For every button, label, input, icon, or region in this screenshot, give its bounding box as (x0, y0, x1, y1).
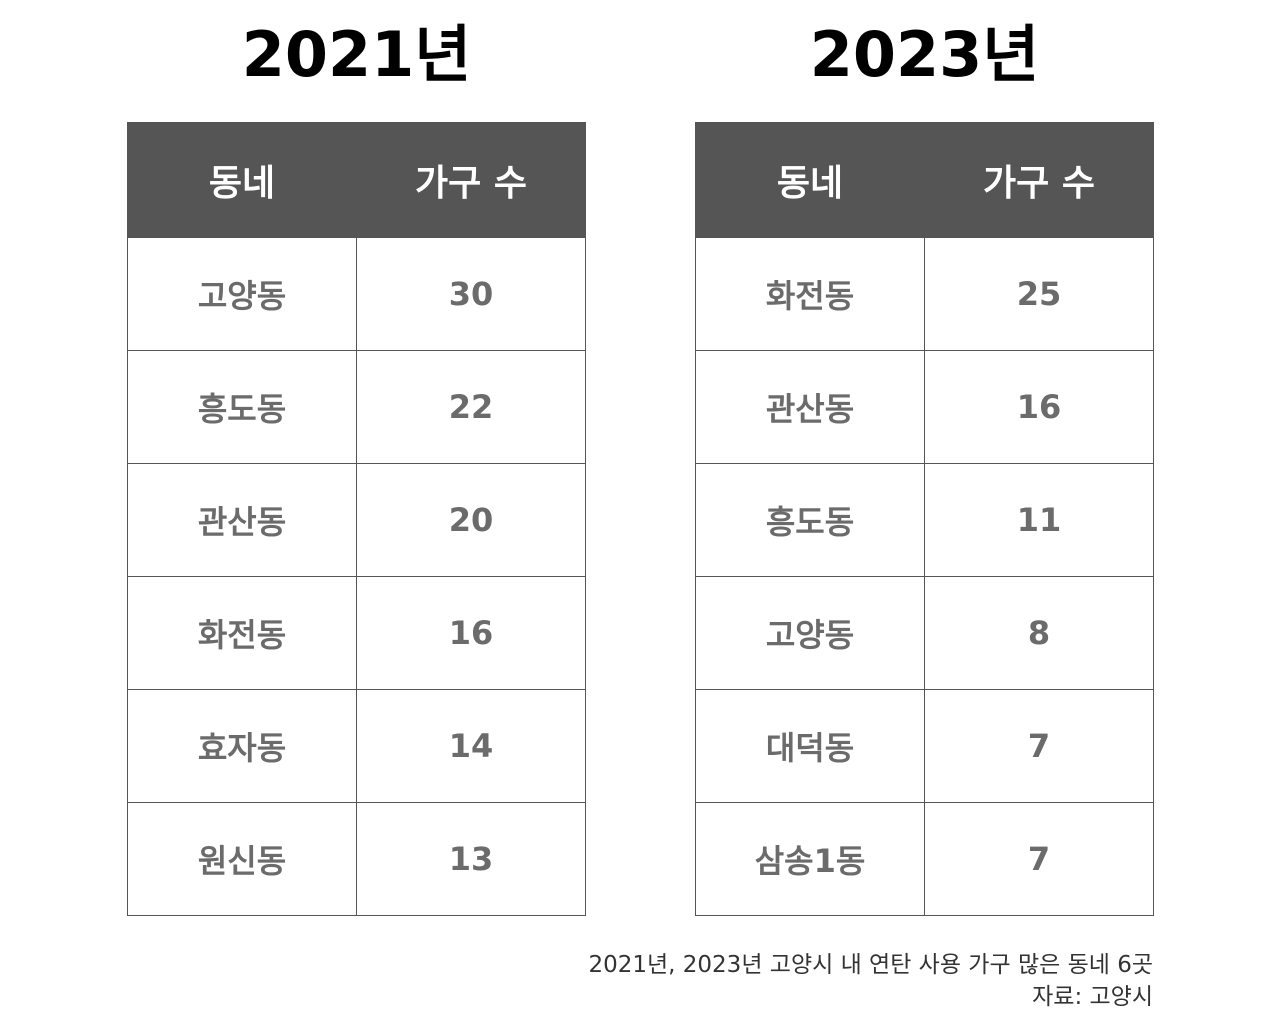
table-cell: 30 (356, 237, 586, 351)
caption: 2021년, 2023년 고양시 내 연탄 사용 가구 많은 동네 6곳 (588, 952, 1153, 978)
table-row: 고양동 30 (127, 237, 586, 351)
table-cell: 22 (356, 350, 586, 464)
table-cell: 흥도동 (695, 463, 925, 577)
data-table: 동네 가구 수 화전동 25 관산동 16 흥도동 11 고양동 8 대덕동 7 삼송1동 7 (695, 122, 1154, 916)
data-table: 동네 가구 수 고양동 30 흥도동 22 관산동 20 화전동 16 효자동 14 원신동 13 (127, 122, 586, 916)
header-row: 동네 가구 수 (695, 122, 1154, 238)
table-row: 화전동 16 (127, 576, 586, 690)
table-cell: 11 (924, 463, 1154, 577)
table-row: 관산동 20 (127, 463, 586, 577)
table-cell: 20 (356, 463, 586, 577)
table-row: 고양동 8 (695, 576, 1154, 690)
table-cell: 고양동 (127, 237, 357, 351)
table-row: 흥도동 22 (127, 350, 586, 464)
table-cell: 관산동 (127, 463, 357, 577)
table-row: 대덕동 7 (695, 689, 1154, 803)
table-cell: 흥도동 (127, 350, 357, 464)
table-cell: 화전동 (127, 576, 357, 690)
table-row: 원신동 13 (127, 802, 586, 916)
table-cell: 효자동 (127, 689, 357, 803)
table-cell: 화전동 (695, 237, 925, 351)
table-cell: 25 (924, 237, 1154, 351)
header-cell: 동네 (127, 122, 357, 238)
table-cell: 8 (924, 576, 1154, 690)
table-cell: 고양동 (695, 576, 925, 690)
table-title: 2023년 (809, 18, 1040, 91)
table-title: 2021년 (241, 18, 472, 91)
table-row: 삼송1동 7 (695, 802, 1154, 916)
table-cell: 16 (924, 350, 1154, 464)
header-cell: 가구 수 (356, 122, 586, 238)
header-cell: 동네 (695, 122, 925, 238)
table-row: 효자동 14 (127, 689, 586, 803)
table-cell: 13 (356, 802, 586, 916)
table-cell: 삼송1동 (695, 802, 925, 916)
source: 자료: 고양시 (1032, 984, 1153, 1010)
table-cell: 원신동 (127, 802, 357, 916)
table-row: 흥도동 11 (695, 463, 1154, 577)
table-row: 화전동 25 (695, 237, 1154, 351)
table-cell: 관산동 (695, 350, 925, 464)
table-row: 관산동 16 (695, 350, 1154, 464)
table-cell: 16 (356, 576, 586, 690)
table-cell: 7 (924, 802, 1154, 916)
table-cell: 14 (356, 689, 586, 803)
table-cell: 대덕동 (695, 689, 925, 803)
table-cell: 7 (924, 689, 1154, 803)
header-cell: 가구 수 (924, 122, 1154, 238)
header-row: 동네 가구 수 (127, 122, 586, 238)
